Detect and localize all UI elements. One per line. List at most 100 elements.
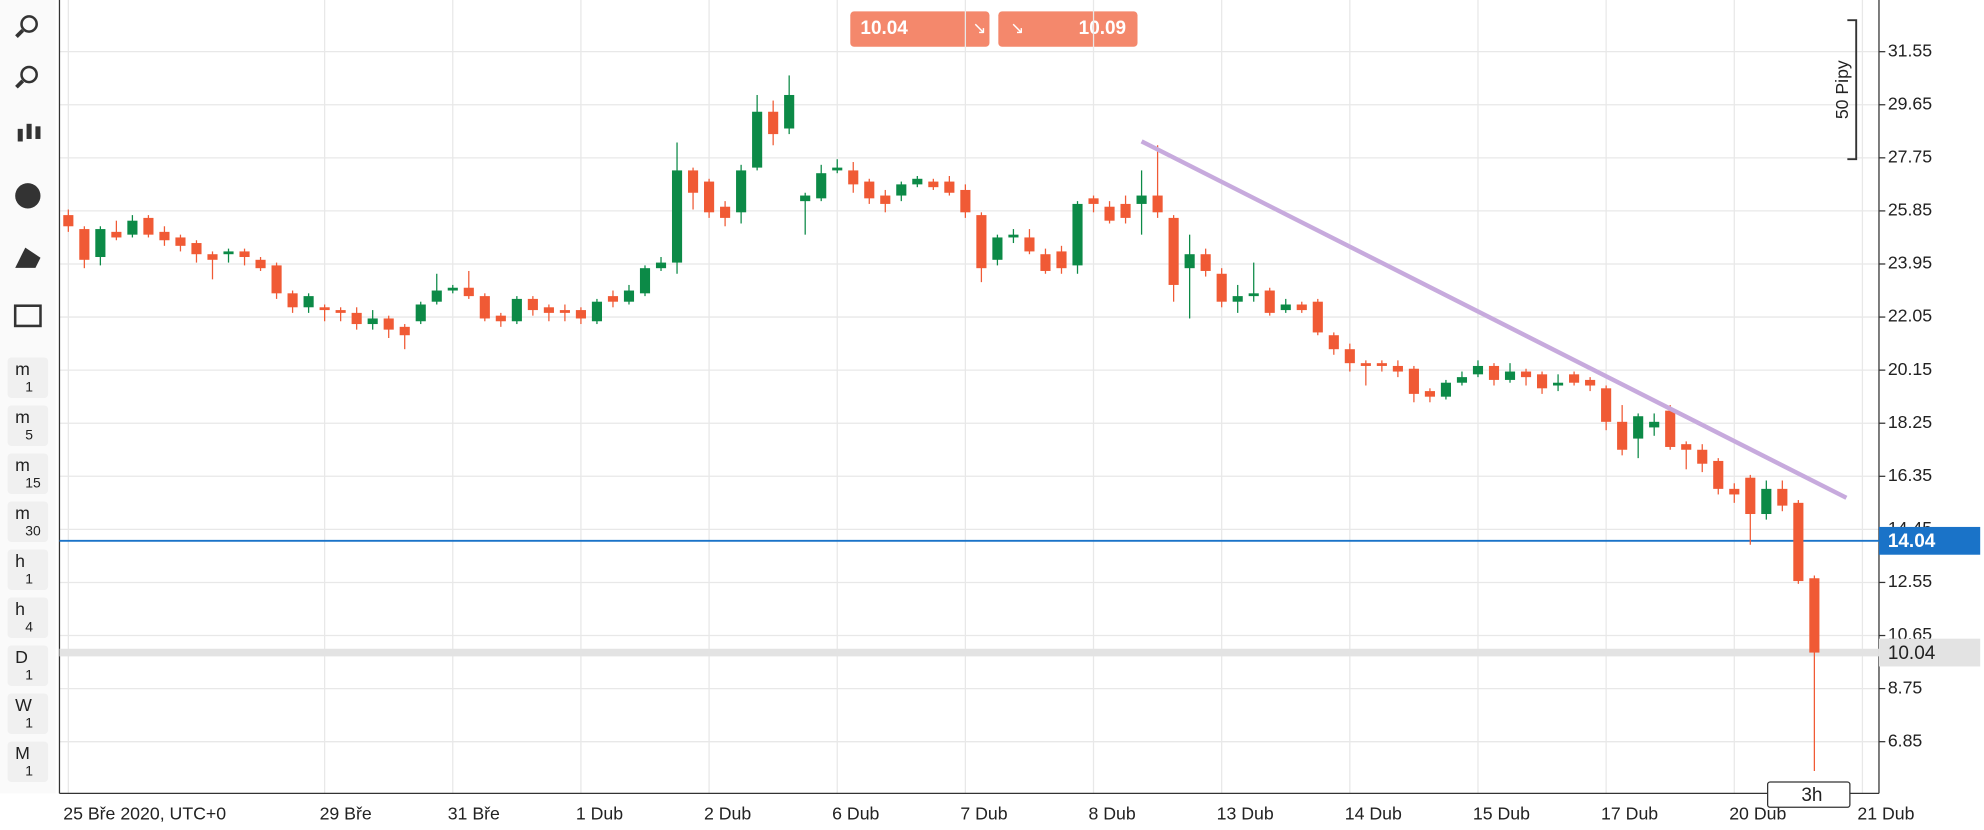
- timeframe-button[interactable]: [7, 741, 49, 782]
- candle-body: [255, 259, 266, 269]
- candle-body: [287, 293, 298, 308]
- candle-body: [1697, 449, 1708, 464]
- candle-body: [1184, 254, 1195, 269]
- facebook[interactable]: [15, 183, 41, 209]
- candle-body: [1440, 382, 1452, 397]
- zoom-out[interactable]: [15, 65, 38, 89]
- candle-body: [399, 326, 410, 336]
- candle-body: [1488, 365, 1500, 380]
- candle-body: [63, 215, 74, 227]
- timeframe-count: 1: [25, 379, 33, 395]
- x-tick-label: 7 Dub: [960, 804, 1007, 824]
- buy-price[interactable]: 10.09: [1079, 18, 1126, 39]
- candle-body: [896, 184, 907, 196]
- candle-body: [848, 170, 859, 185]
- candle-body: [319, 307, 330, 311]
- candle-body: [1072, 203, 1083, 266]
- timeframe-count: 4: [25, 619, 33, 635]
- candle-body: [655, 262, 667, 269]
- candle-body: [1024, 237, 1035, 252]
- candle-body: [1504, 371, 1516, 380]
- candle-body: [383, 318, 394, 330]
- chart-type[interactable]: [17, 123, 41, 142]
- candle-body: [880, 195, 891, 204]
- candle-body: [223, 251, 234, 255]
- candle-body: [207, 254, 218, 260]
- settings[interactable]: [13, 304, 42, 328]
- timeframe-button[interactable]: [7, 549, 49, 590]
- x-tick-label: 8 Dub: [1088, 804, 1135, 824]
- x-tick-label: 15 Dub: [1473, 804, 1530, 824]
- x-tick-label: 1 Dub: [576, 804, 623, 824]
- candle-body: [1520, 371, 1532, 378]
- candle-body: [1088, 198, 1099, 204]
- candle-body: [159, 231, 170, 241]
- timeframe-button[interactable]: [7, 501, 49, 542]
- price-box: [1878, 638, 1981, 667]
- candle-body: [976, 215, 987, 269]
- candle-body: [127, 220, 138, 235]
- candle-body: [944, 181, 955, 193]
- timeframe-unit: h: [15, 599, 25, 619]
- timeframe-button[interactable]: [7, 357, 49, 398]
- candle-body: [1777, 488, 1788, 506]
- candle-body: [1713, 460, 1724, 489]
- candle-body: [1569, 374, 1580, 383]
- candle-body: [351, 312, 362, 325]
- candle-body: [431, 290, 442, 302]
- candle-body: [816, 173, 827, 199]
- y-tick-label: 8.75: [1888, 677, 1923, 697]
- candle-body: [1809, 578, 1820, 653]
- candle-body: [1264, 290, 1275, 313]
- timeframe-count: 15: [25, 475, 41, 491]
- candle-body: [543, 307, 554, 313]
- timeframe-box: [1767, 781, 1851, 808]
- candle-body: [1617, 421, 1628, 450]
- indicators[interactable]: [15, 247, 41, 268]
- candle-body: [527, 298, 538, 311]
- y-tick-label: 18.25: [1888, 412, 1932, 432]
- timeframe-button[interactable]: [7, 693, 49, 734]
- candle-body: [335, 310, 346, 313]
- candle-body: [591, 301, 603, 322]
- candle-body: [1536, 374, 1548, 389]
- candle-body: [1553, 382, 1564, 386]
- candle-body: [928, 181, 939, 188]
- x-tick-label: 29 Bře: [320, 804, 372, 824]
- sell-price[interactable]: 10.04: [860, 18, 908, 39]
- timeframe-count: 1: [25, 667, 33, 683]
- timeframe-button[interactable]: [7, 645, 49, 686]
- candle-body: [1745, 477, 1756, 515]
- x-tick-label: 21 Dub: [1857, 804, 1914, 824]
- candle-body: [1040, 254, 1051, 271]
- zoom-in[interactable]: [15, 15, 38, 38]
- buy-arrow: ↘: [1010, 19, 1024, 37]
- timeframe-button[interactable]: [7, 453, 49, 494]
- candle-body: [832, 167, 843, 171]
- timeframe-label: 3h: [1801, 785, 1822, 806]
- candle-body: [1008, 234, 1019, 238]
- candle-body: [1761, 488, 1772, 515]
- candle-body: [1456, 377, 1468, 383]
- candle-body: [1472, 365, 1484, 375]
- x-tick-label: 2 Dub: [704, 804, 751, 824]
- candle-body: [447, 287, 458, 291]
- candle-body: [704, 181, 715, 213]
- timeframe-button[interactable]: [7, 405, 49, 446]
- candle-body: [143, 217, 154, 235]
- candle-body: [175, 237, 186, 246]
- candle-body: [687, 170, 699, 193]
- sell-button[interactable]: [850, 11, 990, 47]
- candle-body: [1136, 195, 1147, 204]
- candle-body: [1344, 349, 1355, 364]
- timeframe-button[interactable]: [7, 597, 49, 638]
- y-tick-label: 16.35: [1888, 465, 1932, 485]
- candle-body: [511, 298, 522, 322]
- x-tick-label: 14 Dub: [1345, 804, 1402, 824]
- candle-body: [1601, 388, 1612, 422]
- candle-body: [415, 304, 426, 322]
- timeframe-count: 1: [25, 715, 33, 731]
- buy-button[interactable]: [998, 11, 1138, 47]
